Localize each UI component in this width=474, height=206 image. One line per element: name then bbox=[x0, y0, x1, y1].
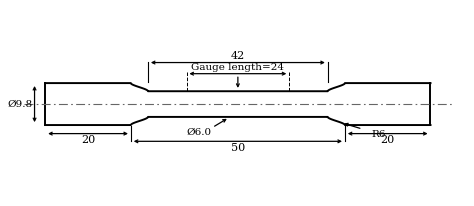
Text: 20: 20 bbox=[81, 135, 95, 145]
Text: R6: R6 bbox=[371, 130, 385, 138]
Text: 50: 50 bbox=[231, 143, 245, 153]
Polygon shape bbox=[45, 83, 430, 125]
Text: Ø9.8: Ø9.8 bbox=[7, 99, 32, 109]
Text: 42: 42 bbox=[231, 51, 245, 61]
Text: Gauge length=24: Gauge length=24 bbox=[191, 63, 284, 72]
Text: Ø6.0: Ø6.0 bbox=[187, 128, 212, 137]
Text: 20: 20 bbox=[381, 135, 395, 145]
